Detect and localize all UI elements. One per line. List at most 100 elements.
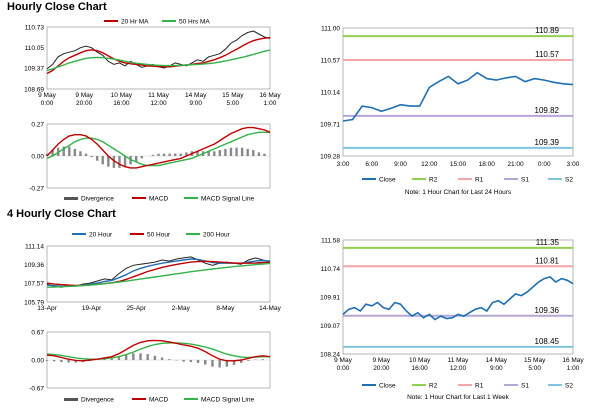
- 4h_price-y-tick: 111.14: [25, 243, 44, 250]
- 4h_levels-level-label-r1: 110.81: [535, 256, 559, 265]
- hourly_macd-series-signal: [46, 131, 270, 167]
- hourly_levels-x-tick: 21:00: [507, 161, 524, 168]
- 4h_price-legend-0: 20 Hour: [89, 232, 113, 239]
- hourly_levels-legend-4: S2: [565, 177, 573, 184]
- 4h_price-y-tick: 107.57: [24, 281, 44, 288]
- hourly_macd-y-tick: -0.27: [29, 185, 44, 192]
- 4h_levels-y-tick: 110.74: [321, 266, 341, 273]
- 4h_levels-x-tick: 15 May 5:00: [524, 357, 546, 372]
- 4h-levels-chart: 111.58 110.74 109.91 109.07 108.24 111.35 110.…: [320, 237, 584, 401]
- hourly_levels-x-tick: 9:00: [394, 161, 407, 168]
- hourly_levels-legend-3: S1: [521, 177, 529, 184]
- hourly_price-y-tick: 110.73: [25, 24, 45, 31]
- hourly_price-series-50-hrs-ma: [46, 49, 271, 72]
- hourly_levels-series-close: [342, 71, 574, 122]
- hourly_levels-y-tick: 109.71: [320, 121, 340, 128]
- 4h_price-x-tick: 8-May: [216, 305, 235, 312]
- hourly_macd-legend-2: MACD Signal Line: [201, 196, 254, 203]
- hourly_price-frame: [46, 26, 271, 90]
- hourly_price-y-tick: 109.37: [24, 66, 44, 73]
- hourly_price-legend-1: 50 Hrs MA: [179, 19, 210, 26]
- 4h_price-x-tick: 25-Apr: [126, 305, 146, 312]
- 4h_levels-series-close: [342, 276, 574, 321]
- 4h_levels-legend-4: S2: [565, 383, 573, 390]
- hourly_levels-level-label-r2: 110.89: [535, 26, 559, 35]
- 4h_price-legend-1: 50 Hour: [147, 232, 171, 239]
- hourly_levels-y-tick: 110.14: [321, 89, 341, 96]
- hourly_macd-legend-0-swatch: [64, 197, 78, 200]
- hourly_levels-x-tick: 3:00: [567, 161, 580, 168]
- 4h_levels-y-tick: 111.58: [321, 237, 340, 244]
- 4h_price-series-price: [46, 256, 271, 288]
- 4h_macd-legend-0: Divergence: [81, 397, 114, 404]
- hourly_macd-legend-1: MACD: [149, 196, 168, 203]
- hourly_levels-y-tick: 110.57: [321, 57, 341, 64]
- hourly_price-series-20-hr-ma: [46, 36, 271, 75]
- 4h_levels-x-tick: 9 May 20:00: [372, 357, 390, 372]
- hourly_price-x-tick: 9 May 0:00: [38, 92, 56, 107]
- 4h_macd-y-tick: 0.00: [31, 357, 44, 364]
- hourly_price-x-tick: 9 May 20:00: [75, 92, 93, 107]
- 4h_levels-level-label-r2: 111.35: [536, 238, 560, 247]
- 4h_price-y-tick: 109.36: [24, 262, 44, 269]
- 4h_levels-level-label-s2: 108.45: [535, 337, 560, 346]
- hourly_levels-frame: [342, 27, 574, 157]
- hourly_macd-y-tick: 0.00: [31, 153, 44, 160]
- 4h_macd-legend-1: MACD: [149, 397, 168, 404]
- 4h_levels-note: Note: 1 Hour Chart for Last 1 Week: [407, 394, 510, 401]
- hourly_levels-x-tick: 15:00: [450, 161, 467, 168]
- 4h_levels-x-tick: 9 May 0:00: [334, 357, 352, 372]
- hourly_macd-legend-0: Divergence: [81, 196, 114, 203]
- 4h_levels-level-label-s1: 109.36: [535, 306, 560, 315]
- 4h_macd-legend-0-swatch: [64, 398, 78, 401]
- hourly_levels-level-label-s2: 109.39: [535, 138, 560, 147]
- hourly_price-y-tick: 108.69: [24, 86, 44, 93]
- 4h_macd-series-signal: [46, 342, 270, 360]
- hourly_levels-legend-0: Close: [379, 177, 396, 184]
- hourly_levels-x-tick: 3:00: [337, 161, 350, 168]
- 4h_price-frame: [46, 245, 271, 303]
- hourly_macd-y-tick: 0.27: [31, 121, 44, 128]
- hourly_price-x-tick: 10 May 16:00: [111, 92, 133, 107]
- 4h_price-x-tick: 2-May: [172, 305, 191, 312]
- hourly_price-x-tick: 11 May 12:00: [148, 92, 170, 107]
- 4h_macd-y-tick: 0.67: [31, 329, 44, 336]
- 4h_levels-x-tick: 16 May 1:00: [562, 357, 584, 372]
- 4h_levels-y-tick: 109.07: [320, 323, 340, 330]
- 4h_price-x-tick: 13-Apr: [37, 305, 57, 312]
- hourly_levels-y-tick: 111.00: [321, 25, 340, 32]
- 4h_levels-y-tick: 108.24: [320, 351, 340, 358]
- 4h_price-series-50-hour: [46, 260, 271, 287]
- 4h_price-y-tick: 105.79: [24, 299, 44, 306]
- 4h_price-x-tick: 19-Apr: [82, 305, 102, 312]
- hourly_levels-y-tick: 109.28: [320, 153, 340, 160]
- hourly_macd-series-macd: [46, 126, 271, 169]
- 4h_levels-frame: [342, 239, 574, 355]
- hourly_levels-x-tick: 6:00: [365, 161, 378, 168]
- hourly_levels-legend-1: R2: [429, 177, 438, 184]
- hourly_price-x-tick: 15 May 5:00: [222, 92, 244, 107]
- 4h_price-x-tick: 14-May: [259, 305, 281, 312]
- hourly_price-y-tick: 110.05: [25, 45, 45, 52]
- 4h-macd-chart: 0.67 0.00 -0.67 Divergence MACD MACD Signal L…: [29, 329, 271, 404]
- 4h_levels-y-tick: 109.91: [320, 294, 340, 301]
- hourly_levels-note: Note: 1 Hour Chart for Last 24 Hours: [405, 189, 512, 196]
- 4h_levels-x-tick: 11 May 12:00: [448, 357, 470, 372]
- hourly_levels-x-tick: 0:00: [538, 161, 551, 168]
- hourly-macd-chart: 0.27 0.00 -0.27 Divergence MACD MACD Signal L…: [29, 121, 271, 203]
- hourly_price-legend-0: 20 Hr MA: [121, 19, 149, 26]
- 4h_levels-legend-1: R2: [429, 383, 438, 390]
- hourly_price-x-tick: 14 May 9:00: [185, 92, 207, 107]
- 4h_levels-x-tick: 14 May 9:00: [486, 357, 508, 372]
- section-title-4hourly: 4 Hourly Close Chart: [7, 208, 116, 220]
- section-title-hourly: Hourly Close Chart: [7, 1, 107, 13]
- hourly_levels-level-label-s1: 109.82: [535, 106, 560, 115]
- 4h_macd-series-macd: [46, 339, 271, 362]
- hourly_price-x-tick: 16 May 1:00: [259, 92, 281, 107]
- hourly_levels-level-label-r1: 110.57: [535, 50, 559, 59]
- 4h_levels-legend-2: R1: [475, 383, 484, 390]
- 4h_price-series-200-hour: [46, 262, 271, 288]
- 4h_macd-legend-2: MACD Signal Line: [201, 397, 254, 404]
- hourly_levels-x-tick: 18:00: [479, 161, 496, 168]
